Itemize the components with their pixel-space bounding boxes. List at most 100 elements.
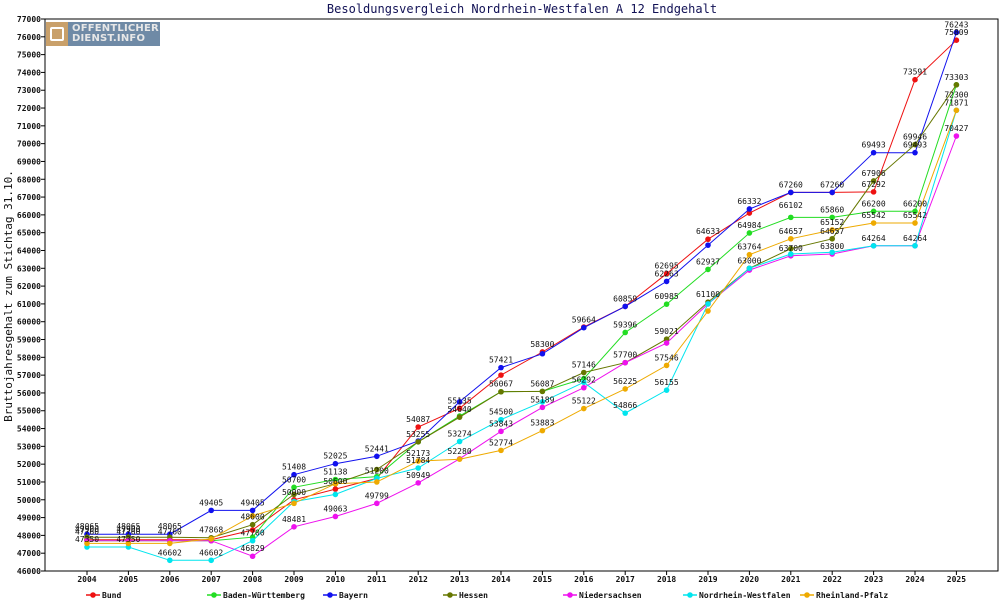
data-point-rheinland-pfalz [249,513,256,519]
data-point-hessen [415,439,422,445]
data-label: 69493 [862,141,886,150]
data-label: 50600 [323,477,347,486]
data-label: 63000 [737,256,761,265]
data-point-nordrhein-westfalen [622,410,628,416]
data-point-niedersachsen [249,553,256,560]
legend-marker-rheinland-pfalz [804,592,810,598]
data-point-rheinland-pfalz [456,456,463,462]
y-tick-label: 49000 [17,514,41,523]
data-label: 67260 [820,180,844,189]
data-point-niedersachsen [622,359,628,366]
x-tick-label: 2018 [657,575,676,584]
data-point-baden-w-rttemberg [291,484,297,491]
data-label: 69493 [903,141,927,150]
data-point-nordrhein-westfalen [249,537,256,544]
data-point-hessen [953,82,960,88]
data-label: 51200 [365,466,389,475]
data-label: 52280 [448,447,472,456]
y-tick-label: 64000 [17,246,41,255]
x-tick-label: 2014 [491,575,510,584]
data-point-bayern [912,149,918,156]
x-tick-label: 2015 [533,575,552,584]
data-label: 47350 [75,535,99,544]
legend-marker-hessen [447,592,453,598]
data-point-nordrhein-westfalen [870,242,877,249]
x-tick-label: 2023 [864,575,883,584]
data-point-niedersachsen [374,500,380,507]
data-point-nordrhein-westfalen [663,387,670,393]
data-label: 49799 [365,491,389,500]
data-point-nordrhein-westfalen [498,416,504,423]
legend-label-bayern: Bayern [339,591,368,600]
y-tick-label: 71000 [17,122,41,131]
y-tick-label: 46000 [17,567,41,576]
data-point-rheinland-pfalz [746,251,753,258]
y-tick-label: 57000 [17,371,41,380]
data-point-rheinland-pfalz [125,540,132,547]
legend-marker-nordrhein-westfalen [687,592,693,598]
data-point-bund [498,372,504,378]
x-tick-label: 2020 [740,575,759,584]
x-tick-label: 2013 [450,575,469,584]
data-label: 57421 [489,356,513,365]
data-label: 60859 [613,294,637,303]
data-point-bayern [332,460,339,467]
data-point-nordrhein-westfalen [705,301,711,307]
x-tick-label: 2016 [574,575,593,584]
y-tick-label: 58000 [17,353,41,362]
x-tick-label: 2012 [409,575,428,584]
data-label: 67292 [862,180,886,189]
x-tick-label: 2008 [243,575,262,584]
data-label: 67260 [779,180,803,189]
data-label: 70427 [944,124,968,133]
y-tick-label: 75000 [17,51,41,60]
data-point-bund [746,210,753,216]
data-label: 59396 [613,320,637,329]
data-point-rheinland-pfalz [498,447,504,454]
series-line-baden-w-rttemberg [87,84,957,542]
data-point-rheinland-pfalz [829,227,835,233]
legend-label-niedersachsen: Niedersachsen [579,590,642,600]
x-tick-label: 2017 [616,575,635,584]
y-tick-label: 48000 [17,531,41,540]
data-point-hessen [870,178,877,184]
data-label: 48065 [75,522,99,531]
data-label: 65542 [903,211,927,220]
x-tick-label: 2025 [947,575,966,584]
data-label: 66200 [862,199,886,208]
x-tick-label: 2021 [781,575,800,584]
x-tick-label: 2005 [119,575,138,584]
x-tick-label: 2010 [326,575,345,584]
data-point-rheinland-pfalz [332,480,339,487]
data-label: 57700 [613,351,637,360]
data-point-baden-w-rttemberg [788,214,794,221]
data-point-bund [332,486,339,492]
data-point-nordrhein-westfalen [581,379,587,386]
series-line-bund [87,39,957,541]
data-label: 61100 [696,290,720,299]
y-tick-label: 77000 [17,15,41,24]
data-point-hessen [456,414,463,420]
data-point-bayern [374,453,380,460]
data-label: 52025 [323,452,347,461]
legend-label-nordrhein-westfalen: Nordrhein-Westfalen [699,590,791,600]
data-point-rheinland-pfalz [539,427,546,434]
data-point-bund [663,270,670,277]
data-point-rheinland-pfalz [788,235,794,242]
data-point-hessen [291,491,297,498]
data-point-hessen [498,388,504,395]
data-label: 53883 [530,419,554,428]
data-point-baden-w-rttemberg [705,266,711,273]
data-point-nordrhein-westfalen [746,265,753,272]
series-line-nordrhein-westfalen [87,110,957,561]
data-label: 76243 [944,20,968,29]
series-group [84,29,960,564]
data-label: 47900 [116,525,140,534]
data-point-bayern [953,29,960,36]
data-label: 73591 [903,68,927,77]
data-label: 54087 [406,415,430,424]
data-point-nordrhein-westfalen [167,557,173,564]
data-label: 49405 [199,498,223,507]
data-point-hessen [788,245,794,252]
data-label: 52173 [406,449,430,458]
